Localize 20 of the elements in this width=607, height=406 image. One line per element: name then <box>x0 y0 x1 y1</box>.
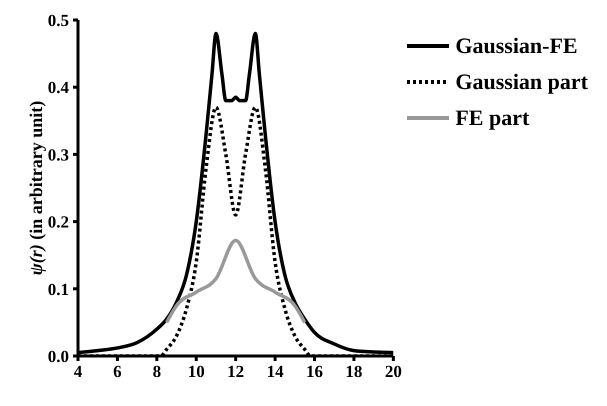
y-tick-label: 0.1 <box>48 280 69 299</box>
legend-label: Gaussian-FE <box>455 33 578 59</box>
y-tick-label: 0.0 <box>48 347 69 366</box>
line-series <box>164 238 306 324</box>
x-tick-label: 4 <box>74 362 83 382</box>
x-tick-label: 8 <box>152 362 162 382</box>
legend-label: FE part <box>455 105 530 131</box>
y-tick-label: 0.3 <box>48 145 69 164</box>
x-tick-label: 14 <box>266 362 284 382</box>
legend-label: Gaussian part <box>455 69 588 95</box>
x-tick-label: 16 <box>306 362 324 382</box>
y-tick-label: 0.2 <box>48 212 69 232</box>
y-tick-label: 0.5 <box>48 11 69 30</box>
x-tick-label: 12 <box>227 362 244 382</box>
y-axis-title: ψ(r) (in arbitrary unit) <box>26 100 46 276</box>
x-tick-label: 6 <box>113 362 122 382</box>
y-tick-label: 0.4 <box>48 78 70 98</box>
x-tick-label: 10 <box>188 362 205 382</box>
x-tick-label: 18 <box>345 362 362 382</box>
x-tick-label: 20 <box>384 362 402 382</box>
